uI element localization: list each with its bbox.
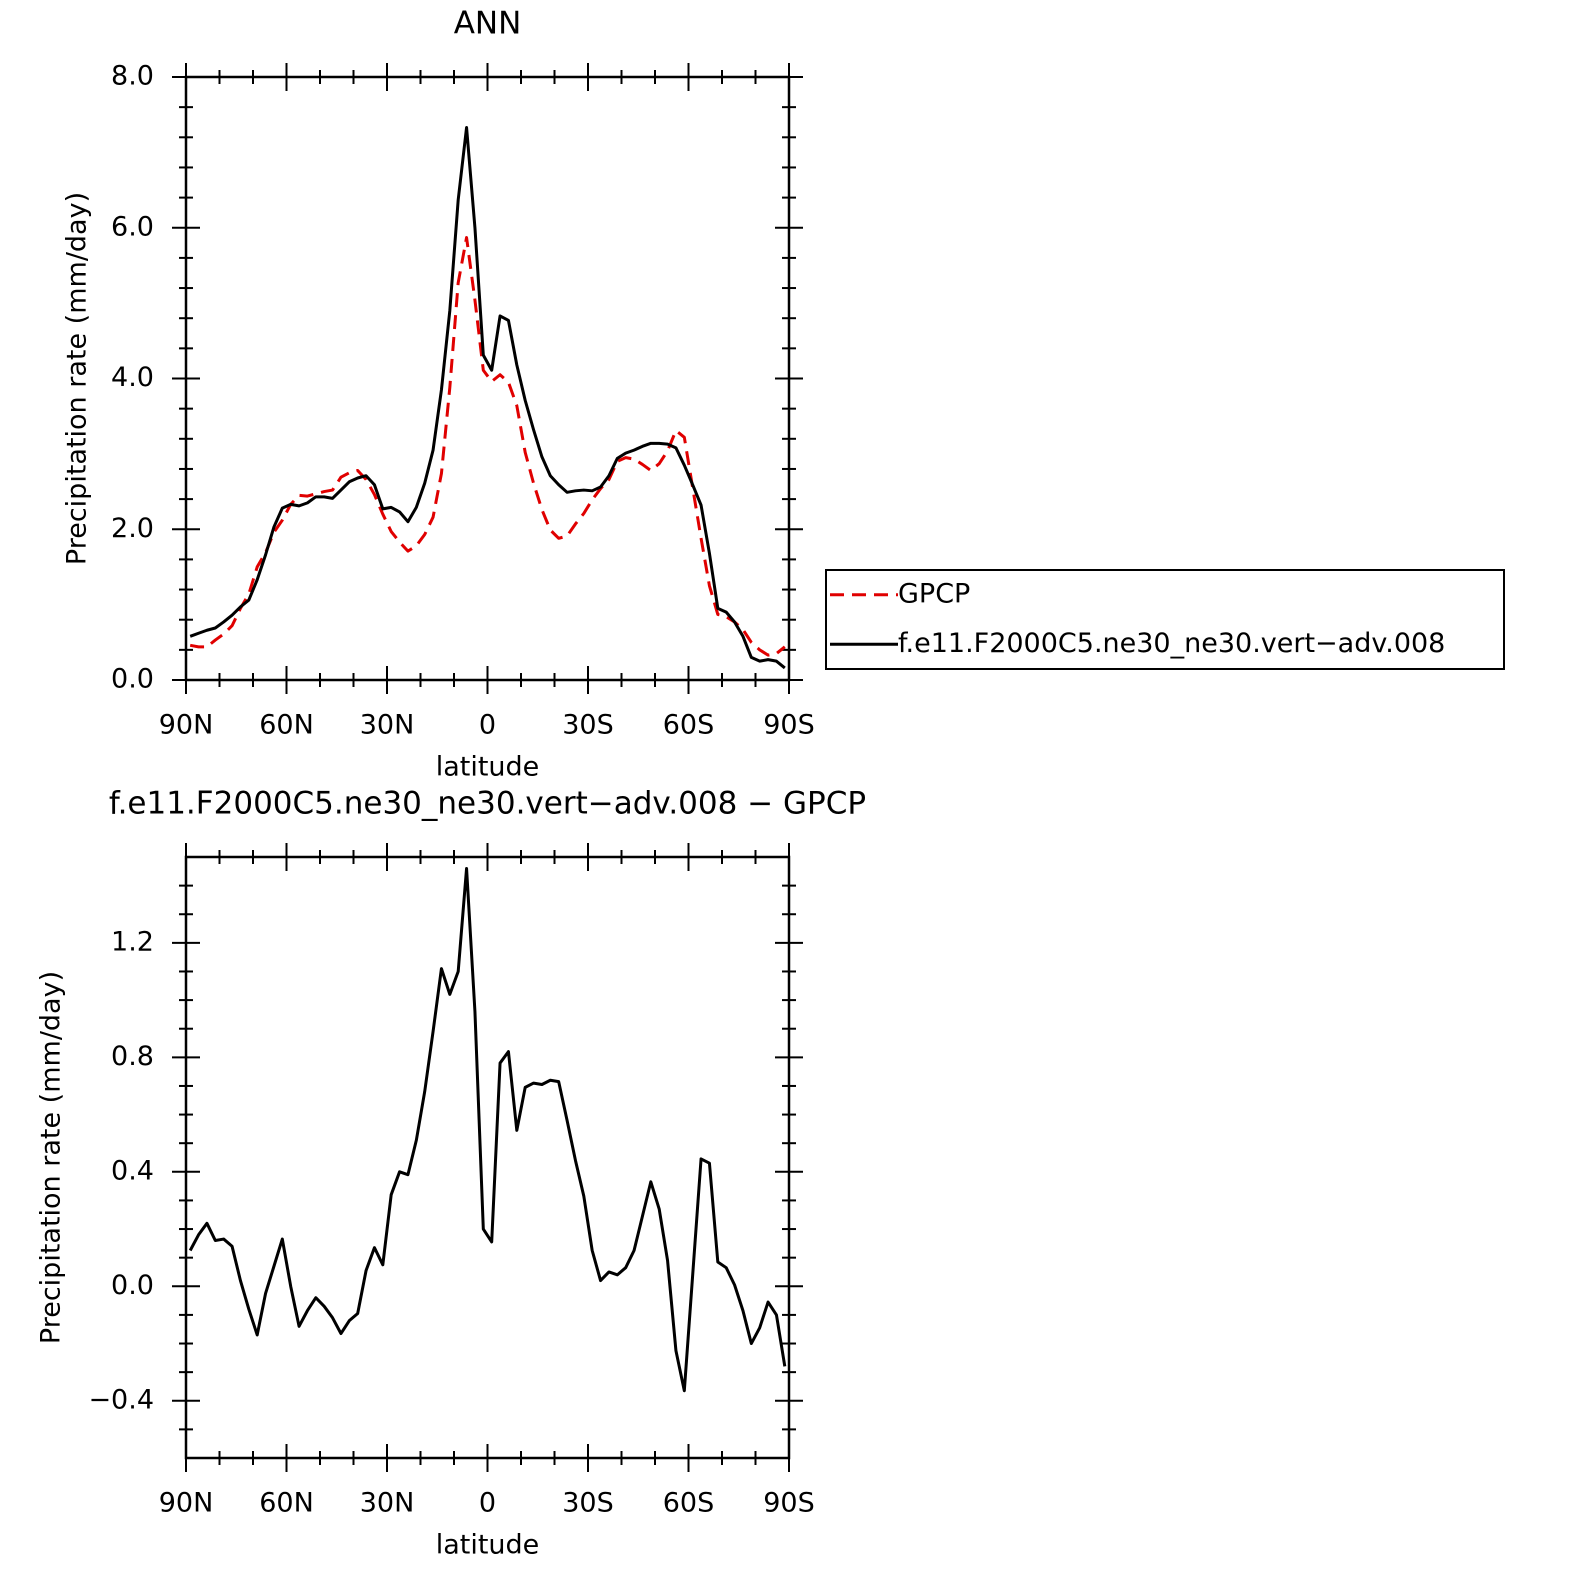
y-tick-label: 4.0 bbox=[111, 362, 154, 393]
plot-frame bbox=[184, 855, 791, 1460]
x-tick-label: 60N bbox=[259, 1488, 314, 1519]
y-tick-label: 8.0 bbox=[111, 61, 154, 92]
y-tick-label: 1.2 bbox=[111, 926, 154, 957]
legend-label: f.e11.F2000C5.ne30_ne30.vert−adv.008 bbox=[898, 628, 1445, 659]
y-axis-label: Precipitation rate (mm/day) bbox=[36, 971, 67, 1344]
x-tick-label: 30N bbox=[360, 710, 415, 741]
data-line bbox=[189, 236, 786, 657]
x-tick-label: 0 bbox=[479, 710, 496, 741]
x-tick-label: 60S bbox=[663, 1488, 715, 1519]
plot-frame bbox=[184, 75, 791, 682]
y-tick-label: 0.0 bbox=[111, 664, 154, 695]
legend-box bbox=[825, 569, 1505, 670]
x-tick-label: 30S bbox=[562, 1488, 614, 1519]
plot: f.e11.F2000C5.ne30_ne30.vert−adv.008 − G… bbox=[36, 786, 867, 1561]
plot: ANN latitude Precipitation rate (mm/day) 90… bbox=[62, 6, 815, 783]
x-tick-label: 30S bbox=[562, 710, 614, 741]
chart-title: ANN bbox=[454, 6, 522, 42]
x-axis-label: latitude bbox=[436, 752, 540, 783]
legend-label: GPCP bbox=[898, 578, 970, 609]
x-tick-label: 90N bbox=[159, 710, 214, 741]
legend: GPCP f.e11.F2000C5.ne30_ne30.vert−adv.008 bbox=[825, 569, 1505, 670]
x-tick-label: 60N bbox=[259, 710, 314, 741]
y-tick-label: 0.4 bbox=[111, 1155, 154, 1186]
y-axis-label: Precipitation rate (mm/day) bbox=[62, 192, 93, 565]
x-tick-label: 90N bbox=[159, 1488, 214, 1519]
y-tick-label: 2.0 bbox=[111, 513, 154, 544]
y-tick-label: 0.0 bbox=[111, 1270, 154, 1301]
x-tick-label: 30N bbox=[360, 1488, 415, 1519]
x-tick-label: 90S bbox=[763, 1488, 815, 1519]
x-tick-label: 0 bbox=[479, 1488, 496, 1519]
y-tick-label: −0.4 bbox=[88, 1384, 154, 1415]
data-line bbox=[189, 126, 786, 670]
chart-title: f.e11.F2000C5.ne30_ne30.vert−adv.008 − G… bbox=[109, 786, 866, 822]
data-line bbox=[188, 866, 787, 1393]
y-tick-label: 0.8 bbox=[111, 1041, 154, 1072]
y-tick-label: 6.0 bbox=[111, 211, 154, 242]
x-axis-label: latitude bbox=[436, 1530, 540, 1561]
x-tick-label: 90S bbox=[763, 710, 815, 741]
x-tick-label: 60S bbox=[663, 710, 715, 741]
